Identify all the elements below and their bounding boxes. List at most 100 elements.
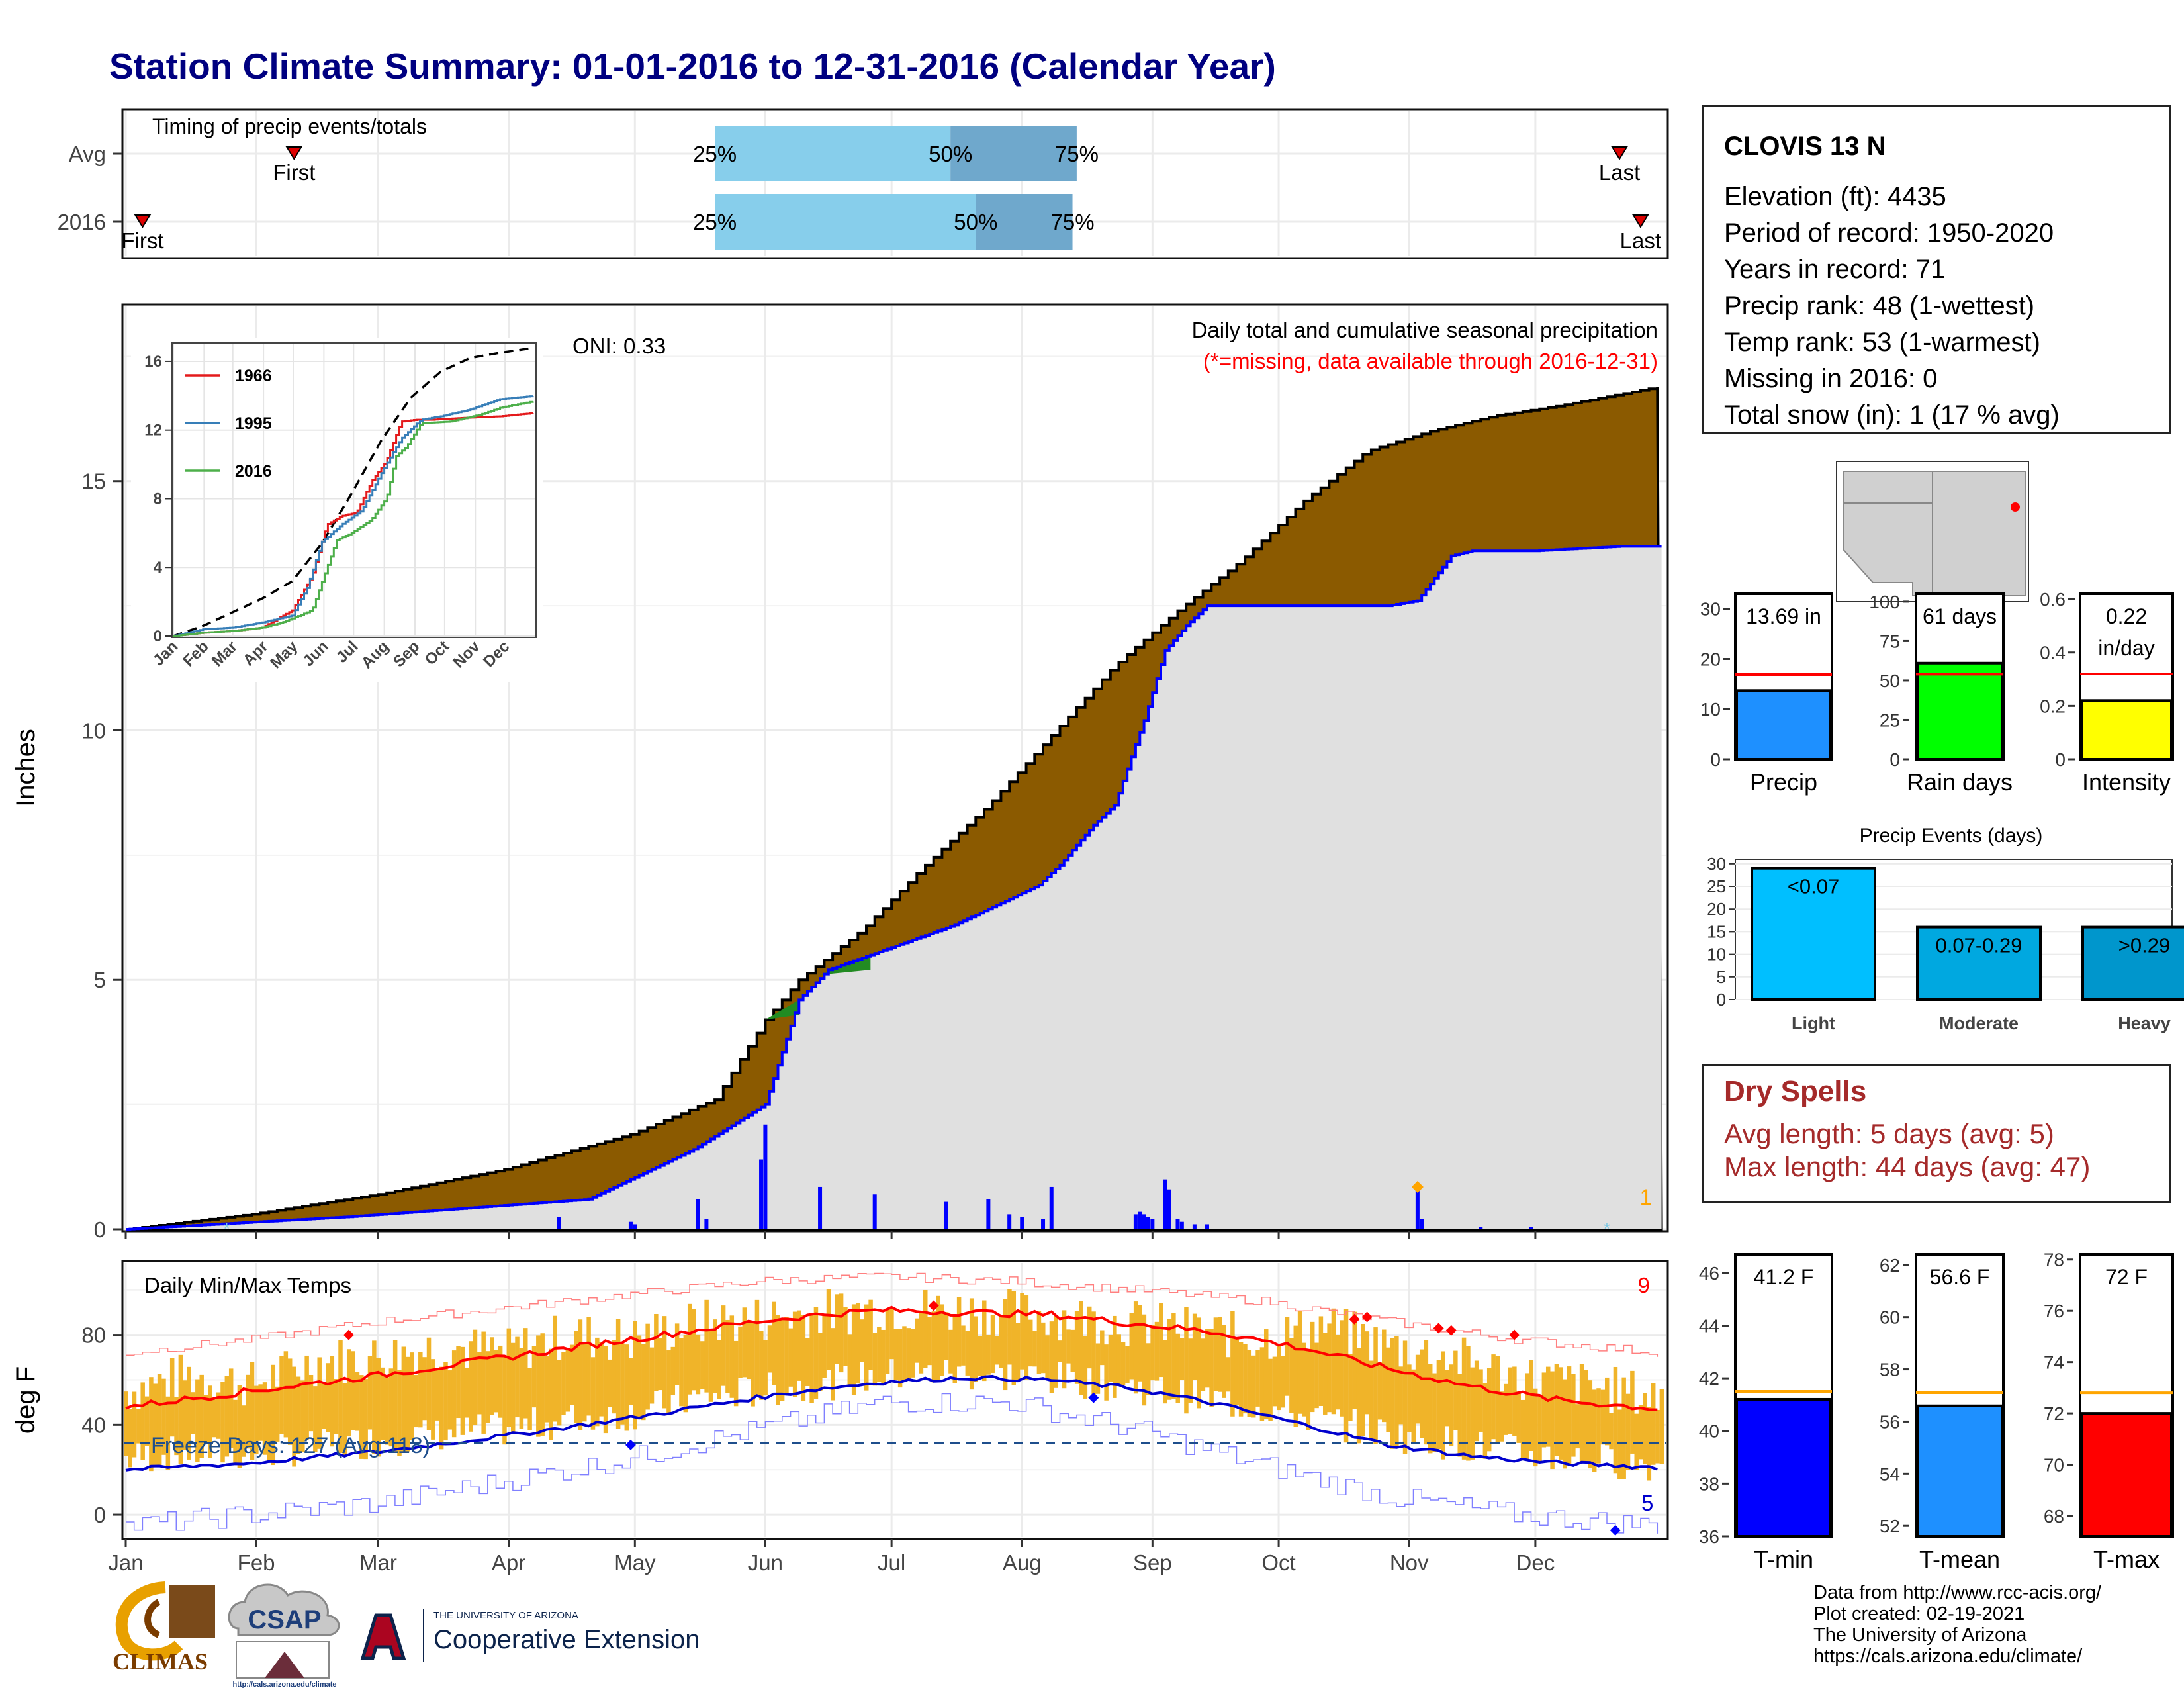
inset-legend-label: 1966 — [235, 367, 272, 385]
record-high-marker — [1433, 1323, 1444, 1334]
daily-temp-bar — [1592, 1389, 1597, 1472]
daily-temp-bar — [1571, 1374, 1576, 1457]
daily-temp-bar — [990, 1314, 995, 1374]
daily-temp-bar — [936, 1295, 940, 1383]
mini-chart-ytick-label: 10 — [1700, 699, 1721, 720]
daily-precip-bar — [704, 1219, 709, 1229]
credit-line-3: The University of Arizona — [1813, 1624, 2027, 1646]
daily-temp-bar — [435, 1368, 439, 1421]
record-high-marker — [1349, 1313, 1360, 1325]
daily-temp-bar — [1402, 1340, 1408, 1454]
daily-temp-bar — [376, 1357, 381, 1457]
daily-temp-bar — [578, 1319, 583, 1430]
daily-temp-bar — [1436, 1360, 1441, 1450]
daily-temp-bar — [1095, 1343, 1101, 1394]
daily-temp-bar — [338, 1340, 343, 1453]
daily-temp-bar — [228, 1368, 234, 1448]
mini-chart-value: 56.6 F — [1930, 1265, 1990, 1289]
daily-temp-bar — [1466, 1346, 1471, 1461]
daily-temp-bar — [1600, 1389, 1606, 1445]
daily-temp-bar — [897, 1329, 903, 1388]
daily-temp-bar — [1621, 1377, 1626, 1479]
daily-temp-bar — [1550, 1371, 1555, 1470]
temp-month-label: Nov — [1390, 1550, 1429, 1575]
daily-temp-bar — [1213, 1317, 1218, 1391]
daily-temp-bar — [792, 1311, 797, 1397]
daily-temp-bar — [431, 1359, 435, 1440]
daily-temp-bar — [540, 1333, 545, 1436]
daily-temp-bar — [242, 1405, 246, 1457]
daily-temp-bar — [531, 1346, 537, 1408]
timing-p75-label: 75% — [1055, 142, 1099, 166]
daily-temp-bar — [813, 1307, 819, 1399]
daily-temp-bar — [1563, 1379, 1567, 1469]
daily-temp-bar — [1032, 1331, 1037, 1367]
timing-first-marker — [134, 214, 152, 228]
daily-temp-bar — [608, 1359, 612, 1407]
mini-chart-ytick-label: 74 — [2044, 1352, 2064, 1373]
daily-temp-bar — [473, 1329, 478, 1425]
temperature-panel: 0 40 80 Jan Feb Mar Apr May Jun Jul Aug Sep Oct Nov De… — [11, 1260, 1669, 1575]
daily-temp-bar — [1336, 1335, 1340, 1410]
daily-temp-bar — [569, 1344, 574, 1405]
temp-title: Daily Min/Max Temps — [144, 1273, 351, 1297]
daily-temp-bar — [418, 1352, 423, 1428]
mini-chart-ytick-label: 20 — [1700, 649, 1721, 669]
daily-precip-bar — [1415, 1189, 1420, 1229]
events-ytick-label: 10 — [1707, 945, 1726, 964]
daily-temp-bar — [385, 1377, 389, 1445]
mini-chart-ytick-label: 60 — [1880, 1307, 1900, 1328]
daily-temp-bar — [1310, 1321, 1315, 1413]
ua-small-text: THE UNIVERSITY OF ARIZONA — [433, 1610, 578, 1621]
daily-temp-bar — [544, 1356, 549, 1423]
daily-temp-bar — [1285, 1317, 1290, 1396]
daily-temp-bar — [250, 1362, 255, 1460]
daily-temp-bar — [359, 1375, 364, 1459]
daily-temp-bar — [326, 1363, 330, 1433]
daily-temp-bar — [1255, 1350, 1260, 1407]
events-bar-label: >0.29 — [2118, 934, 2170, 957]
daily-temp-bar — [1133, 1301, 1138, 1394]
daily-temp-bar — [1306, 1350, 1311, 1430]
inset-ytick-label: 8 — [154, 490, 162, 508]
daily-temp-bar — [220, 1382, 225, 1463]
inset-ytick-label: 16 — [144, 353, 162, 371]
mini-chart-ytick-label: 54 — [1880, 1464, 1900, 1484]
station-missing: Missing in 2016: 0 — [1724, 364, 1938, 393]
daily-temp-bar — [704, 1299, 709, 1393]
inset-line-2016 — [173, 400, 534, 637]
inset-line-avg — [173, 346, 533, 637]
station-years: Years in record: 71 — [1724, 255, 1946, 284]
daily-temp-bar — [237, 1385, 242, 1469]
daily-precip-bar — [1150, 1219, 1155, 1229]
temp-month-label: Aug — [1003, 1550, 1042, 1575]
events-bar-heavy — [2081, 925, 2184, 1002]
daily-temp-bar — [818, 1333, 823, 1391]
daily-temp-bar — [283, 1351, 289, 1438]
station-snow: Total snow (in): 1 (17 % avg) — [1724, 400, 2060, 430]
daily-temp-bar — [1247, 1350, 1252, 1417]
station-name: CLOVIS 13 N — [1724, 132, 1886, 161]
mini-chart-bar — [2080, 699, 2173, 761]
mini-chart-ytick-label: 70 — [2044, 1455, 2064, 1476]
daily-temp-bar — [342, 1383, 347, 1457]
daily-temp-bar — [510, 1342, 516, 1432]
daily-temp-bar — [969, 1298, 974, 1390]
daily-temp-bar — [498, 1345, 503, 1418]
daily-temp-bar — [910, 1329, 915, 1378]
daily-temp-bar — [1113, 1315, 1117, 1398]
daily-temp-bar — [1154, 1321, 1160, 1381]
daily-temp-bar — [1011, 1291, 1017, 1385]
daily-temp-bar — [1504, 1383, 1508, 1435]
climas-text: CLIMAS — [113, 1648, 208, 1675]
daily-temp-bar — [708, 1331, 713, 1402]
temp-ytick-label: 0 — [94, 1503, 106, 1527]
daily-temp-bar — [410, 1352, 414, 1440]
timing-bar-50-75 — [950, 126, 1077, 181]
timing-last-label: Last — [1599, 160, 1640, 185]
daily-temp-bar — [1659, 1389, 1664, 1464]
daily-temp-bar — [1179, 1338, 1185, 1380]
daily-temp-bar — [826, 1289, 831, 1370]
mini-chart-label: Rain days — [1907, 769, 2013, 796]
daily-temp-bar — [696, 1334, 701, 1395]
